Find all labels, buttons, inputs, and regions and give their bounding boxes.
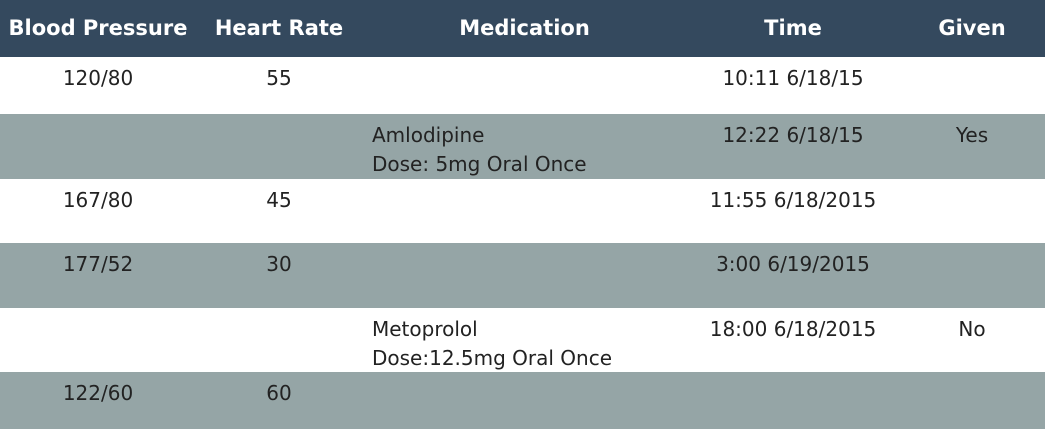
cell-time: 3:00 6/19/2015 [716,252,870,276]
cell-blood-pressure: 177/52 [62,252,134,276]
table-row: Amlodipine Dose: 5mg Oral Once 12:22 6/1… [0,114,1045,179]
medication-dose: Dose:12.5mg Oral Once [372,346,613,370]
cell-heart-rate: 60 [266,381,292,405]
cell-blood-pressure: 122/60 [62,381,134,405]
table-row: 120/80 55 10:11 6/18/15 [0,57,1045,114]
header-given: Given [938,16,1006,40]
cell-time: 18:00 6/18/2015 [709,317,877,341]
medication-dose: Dose: 5mg Oral Once [372,152,587,176]
table-row: 167/80 45 11:55 6/18/2015 [0,179,1045,243]
cell-medication: Metoprolol Dose:12.5mg Oral Once [372,315,612,373]
header-heart-rate: Heart Rate [214,16,344,40]
cell-medication: Amlodipine Dose: 5mg Oral Once [372,121,587,179]
cell-time: 10:11 6/18/15 [722,66,864,90]
medication-name: Amlodipine [372,123,485,147]
cell-heart-rate: 30 [266,252,292,276]
table-row: 177/52 30 3:00 6/19/2015 [0,243,1045,308]
medication-name: Metoprolol [372,317,478,341]
header-time: Time [764,16,822,40]
cell-given: No [958,317,986,341]
cell-time: 12:22 6/18/15 [722,123,864,147]
cell-blood-pressure: 120/80 [62,66,134,90]
cell-blood-pressure: 167/80 [62,188,134,212]
table-row: Metoprolol Dose:12.5mg Oral Once 18:00 6… [0,308,1045,372]
cell-heart-rate: 55 [266,66,292,90]
cell-time: 11:55 6/18/2015 [709,188,877,212]
cell-heart-rate: 45 [266,188,292,212]
table-header: Blood Pressure Heart Rate Medication Tim… [0,0,1045,57]
header-medication: Medication [459,16,590,40]
header-blood-pressure: Blood Pressure [8,16,188,40]
cell-given: Yes [955,123,989,147]
table-row: 122/60 60 [0,372,1045,429]
